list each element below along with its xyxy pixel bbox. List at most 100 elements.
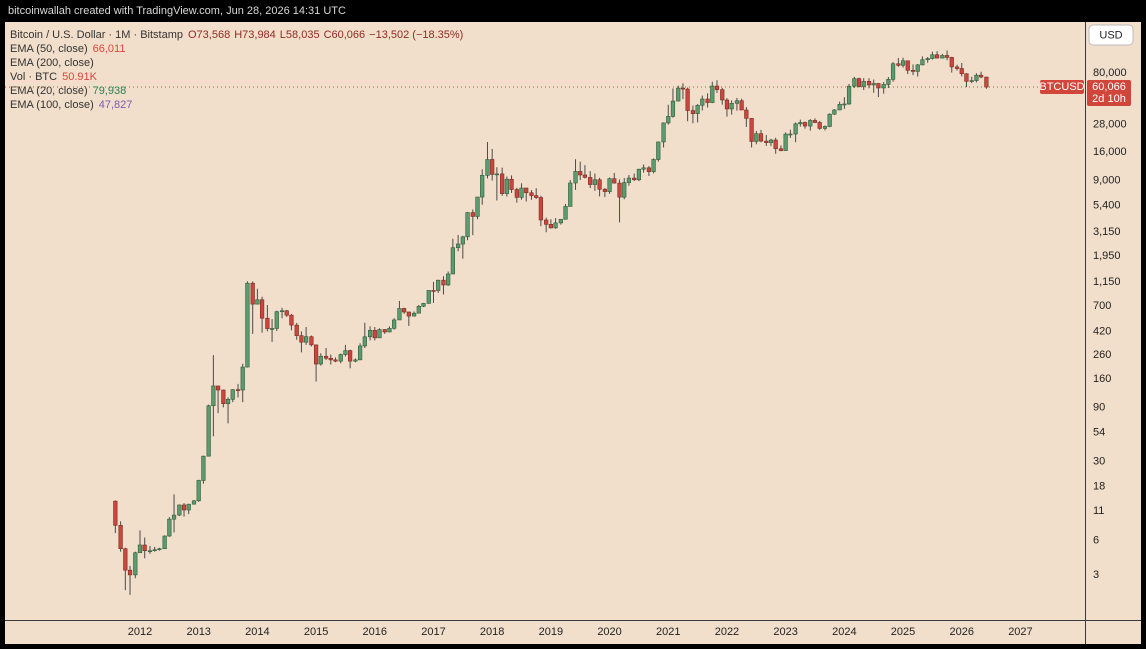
indicator-value: 50.91K (62, 71, 98, 83)
candle-body (412, 312, 417, 317)
candle-body (656, 141, 661, 160)
candle-body (602, 188, 607, 192)
candle-body (186, 503, 191, 511)
candle-body (622, 182, 627, 198)
candle-body (133, 552, 138, 576)
candle-body (666, 116, 671, 124)
candle-body (764, 140, 769, 143)
candle-body (636, 168, 642, 181)
candle-body (934, 54, 940, 59)
candle-body (680, 87, 686, 90)
ohlc-value: L58,035 (280, 29, 320, 41)
candle-body (284, 310, 289, 316)
candle-body (201, 455, 206, 481)
candle-body (568, 182, 573, 207)
candle-body (490, 159, 495, 175)
x-tick-label: 2021 (656, 626, 680, 638)
candle-body (964, 73, 969, 82)
candle-body (842, 103, 847, 106)
candle-body (181, 504, 187, 511)
candle-body (465, 212, 470, 238)
candle-body (382, 329, 387, 333)
candle-body (700, 98, 705, 106)
candle-body (896, 63, 901, 66)
candle-body (661, 122, 666, 143)
candle-body (612, 178, 617, 184)
candle-body (793, 123, 798, 135)
candle-body (206, 405, 211, 457)
indicator-value: 66,011 (93, 43, 126, 55)
candle-body (191, 500, 197, 505)
candle-body (137, 544, 143, 554)
candle-body (710, 85, 715, 103)
candle-body (832, 109, 837, 115)
candle-body (714, 85, 720, 90)
x-tick-label: 2012 (128, 626, 152, 638)
candle-body (670, 100, 676, 117)
candle-body (930, 54, 935, 59)
y-tick-label: 11 (1093, 505, 1104, 517)
candle-body (626, 177, 632, 183)
candle-body (255, 299, 260, 305)
candle-body (318, 355, 323, 365)
candle-body (783, 133, 788, 151)
candle-body (802, 122, 808, 127)
chart-background (5, 22, 1141, 644)
candle-body (441, 279, 446, 286)
candle-body (123, 548, 128, 571)
candle-body (695, 104, 700, 114)
candle-body (353, 359, 358, 362)
symbol-title: Bitcoin / U.S. Dollar · 1M · Bitstamp (10, 29, 183, 41)
candle-body (690, 110, 696, 114)
candle-body (641, 167, 646, 170)
indicator-name: EMA (50, close) (10, 43, 88, 55)
indicator-name: Vol · BTC (10, 71, 57, 83)
candle-body (304, 336, 309, 343)
candle-body (456, 243, 461, 249)
indicator-name: EMA (200, close) (10, 57, 94, 69)
candle-body (632, 177, 637, 181)
candle-body (886, 79, 891, 85)
candle-body (426, 290, 431, 304)
y-tick-label: 3,150 (1093, 226, 1121, 238)
y-tick-label: 16,000 (1093, 146, 1127, 158)
candle-body (940, 55, 945, 59)
candle-body (313, 344, 319, 365)
candle-body (196, 480, 201, 502)
candle-body (969, 80, 974, 82)
y-tick-label: 1,950 (1093, 250, 1121, 262)
y-tick-label: 260 (1093, 349, 1111, 361)
candle-body (720, 89, 725, 101)
indicator-name: EMA (100, close) (10, 99, 94, 111)
y-tick-label: 18 (1093, 481, 1105, 493)
candle-body (274, 311, 279, 329)
candle-body (343, 350, 348, 355)
candle-body (127, 569, 133, 576)
candle-body (421, 303, 426, 307)
candle-body (480, 175, 485, 198)
x-tick-label: 2022 (715, 626, 739, 638)
candle-body (113, 500, 118, 526)
currency-label[interactable]: USD (1099, 29, 1122, 41)
candle-body (309, 336, 314, 346)
candle-body (416, 306, 421, 314)
x-tick-label: 2013 (186, 626, 210, 638)
candle-body (944, 55, 950, 58)
candle-body (729, 102, 734, 110)
candle-body (846, 85, 852, 105)
candle-body (900, 60, 906, 66)
indicator-value: 79,938 (93, 85, 127, 97)
candle-body (328, 357, 333, 361)
y-tick-label: 9,000 (1093, 174, 1121, 186)
currency-button[interactable] (1088, 24, 1134, 46)
candle-body (235, 389, 241, 391)
candle-body (362, 336, 367, 347)
candle-body (240, 366, 245, 391)
candle-body (578, 171, 583, 176)
candle-body (524, 187, 529, 194)
y-tick-label: 1,150 (1093, 276, 1121, 288)
candle-body (215, 385, 221, 391)
y-tick-label: 6 (1093, 535, 1099, 547)
candle-body (450, 247, 455, 275)
